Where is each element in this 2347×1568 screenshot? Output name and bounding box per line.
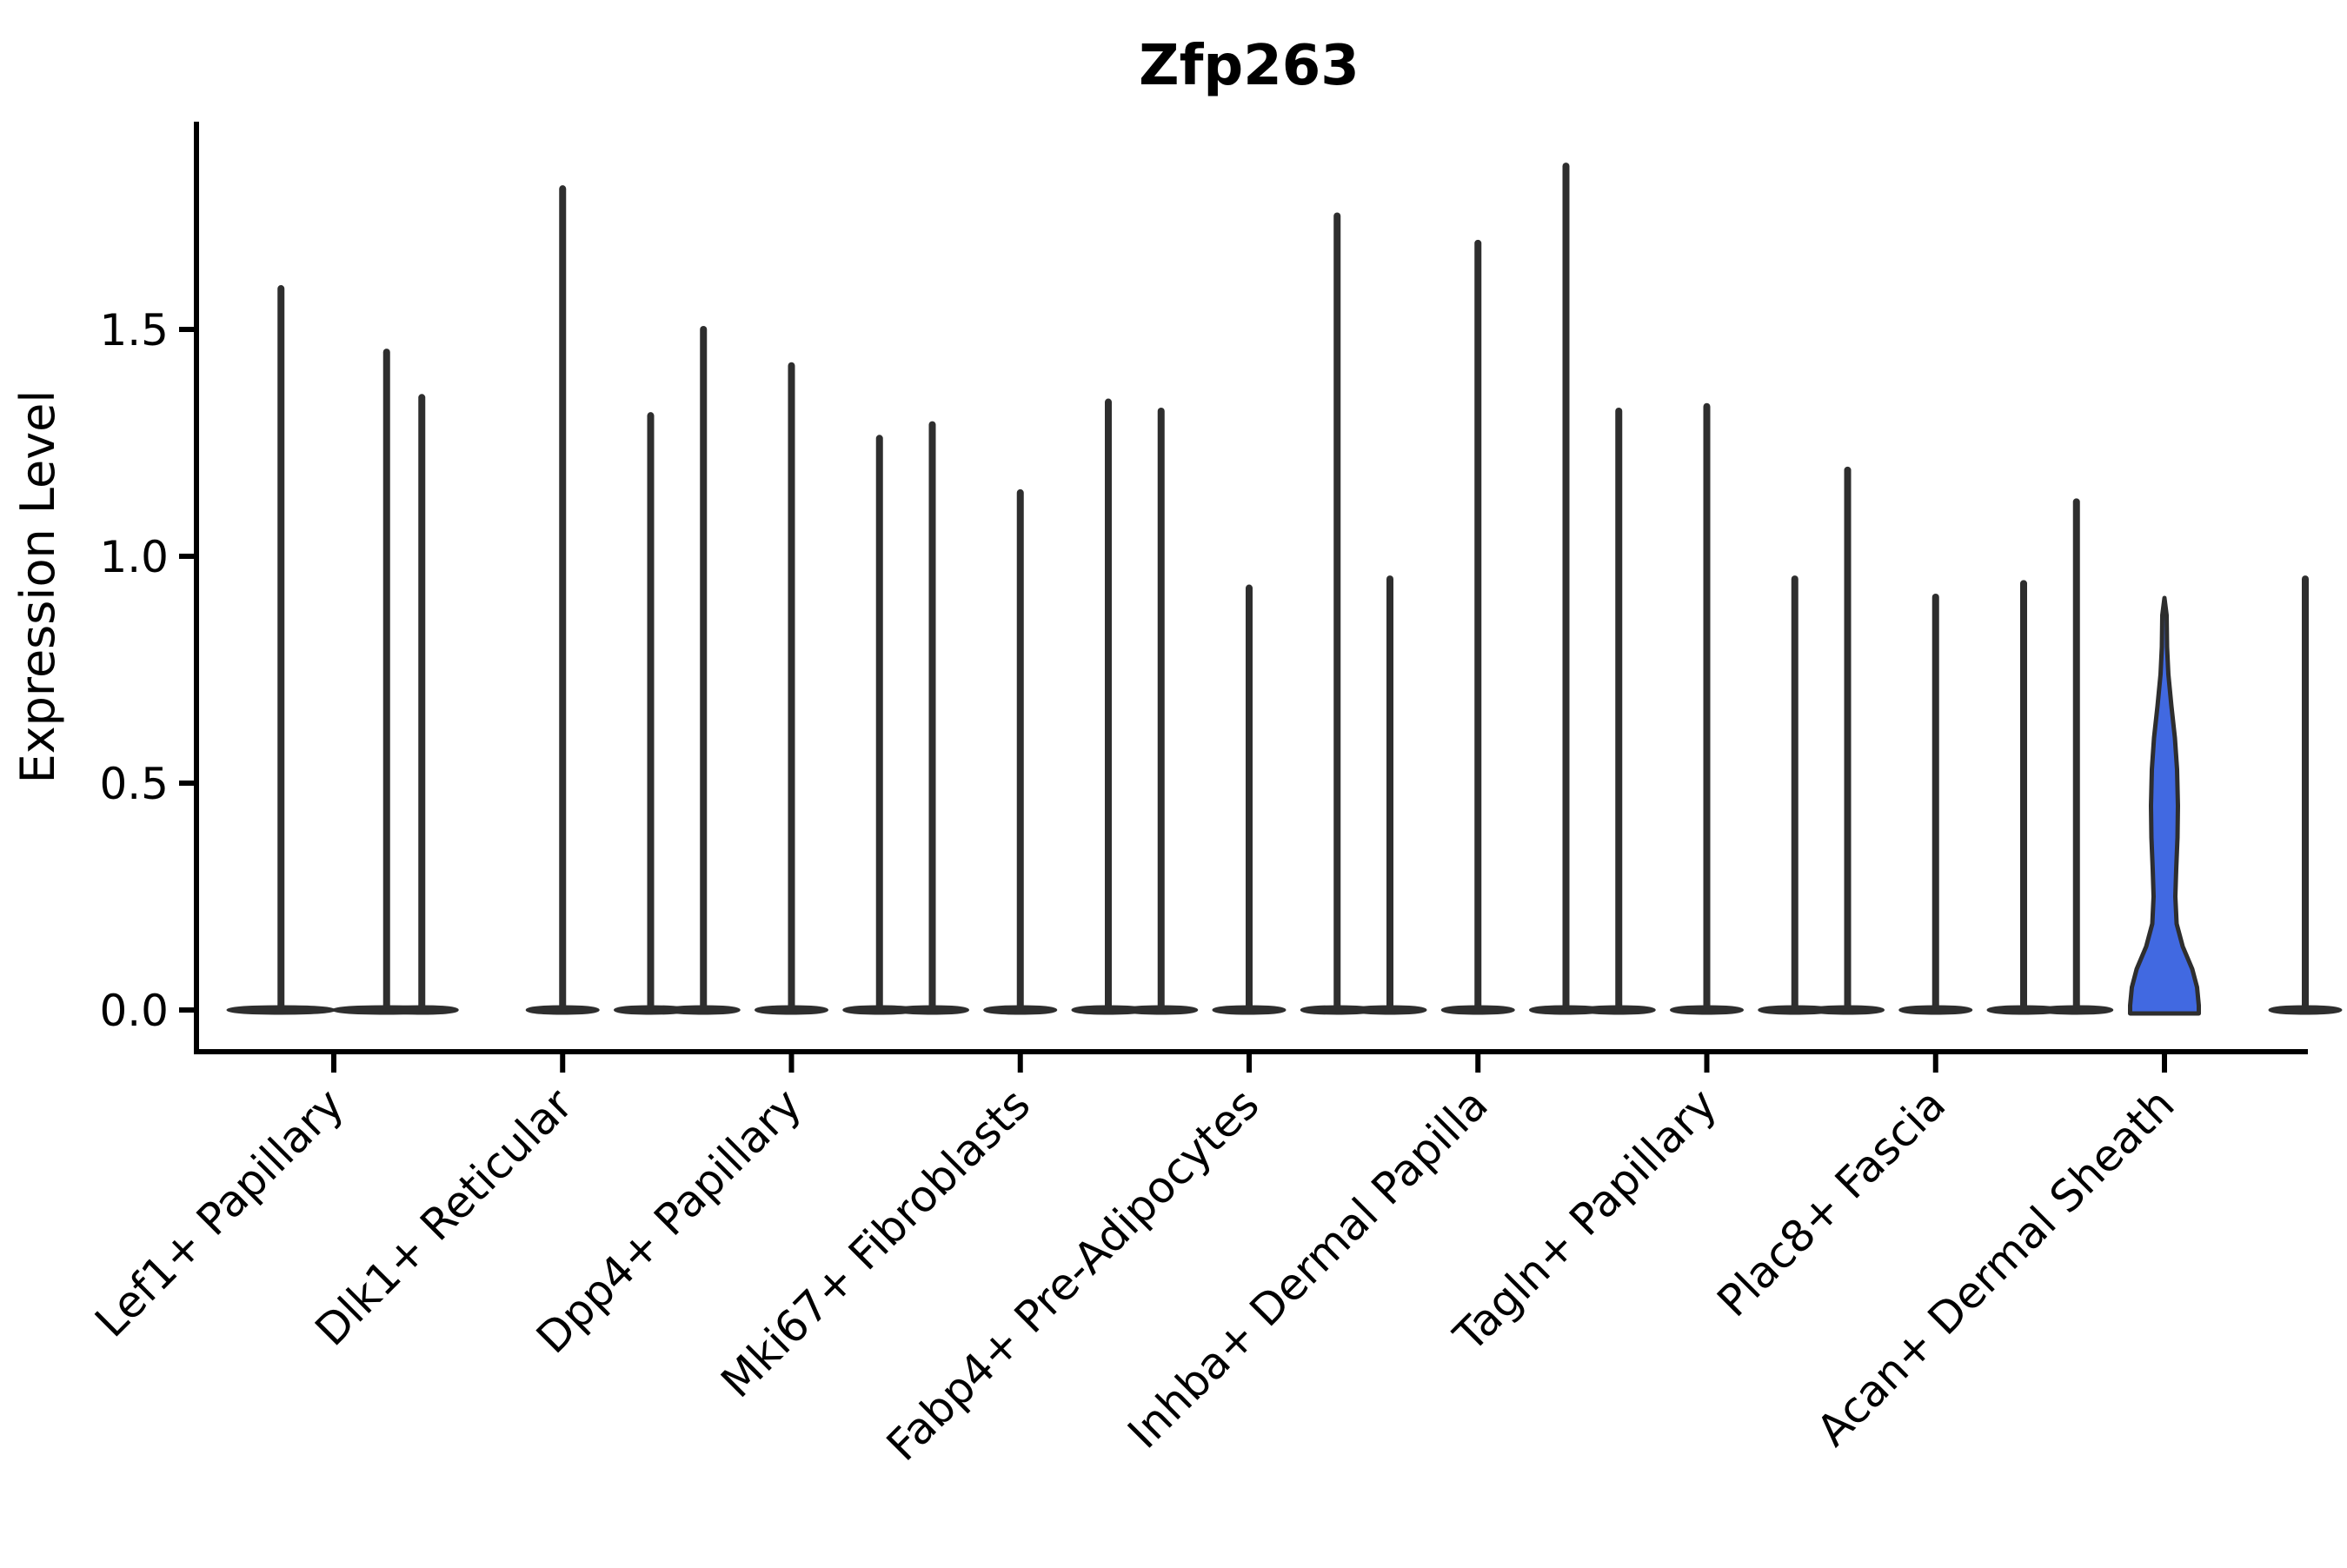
y-tick-label: 1.0 xyxy=(99,532,169,582)
violin-highlight xyxy=(2128,595,2201,1016)
page-title: Zfp263 xyxy=(1139,34,1360,98)
y-tick-label: 0.5 xyxy=(99,759,169,809)
y-tick-label: 1.5 xyxy=(99,305,169,355)
violins-layer xyxy=(226,163,2343,1016)
axis-spines xyxy=(194,122,2308,1054)
y-tick-label: 0.0 xyxy=(99,986,169,1036)
x-tick-label: Plac8+ Fascia xyxy=(1708,1079,1956,1326)
x-tick-label: Lef1+ Papillary xyxy=(85,1079,353,1346)
y-axis-label: Expression Level xyxy=(10,390,65,784)
x-tick-label: Fabp4+ Pre-Adipocytes xyxy=(877,1079,1269,1471)
